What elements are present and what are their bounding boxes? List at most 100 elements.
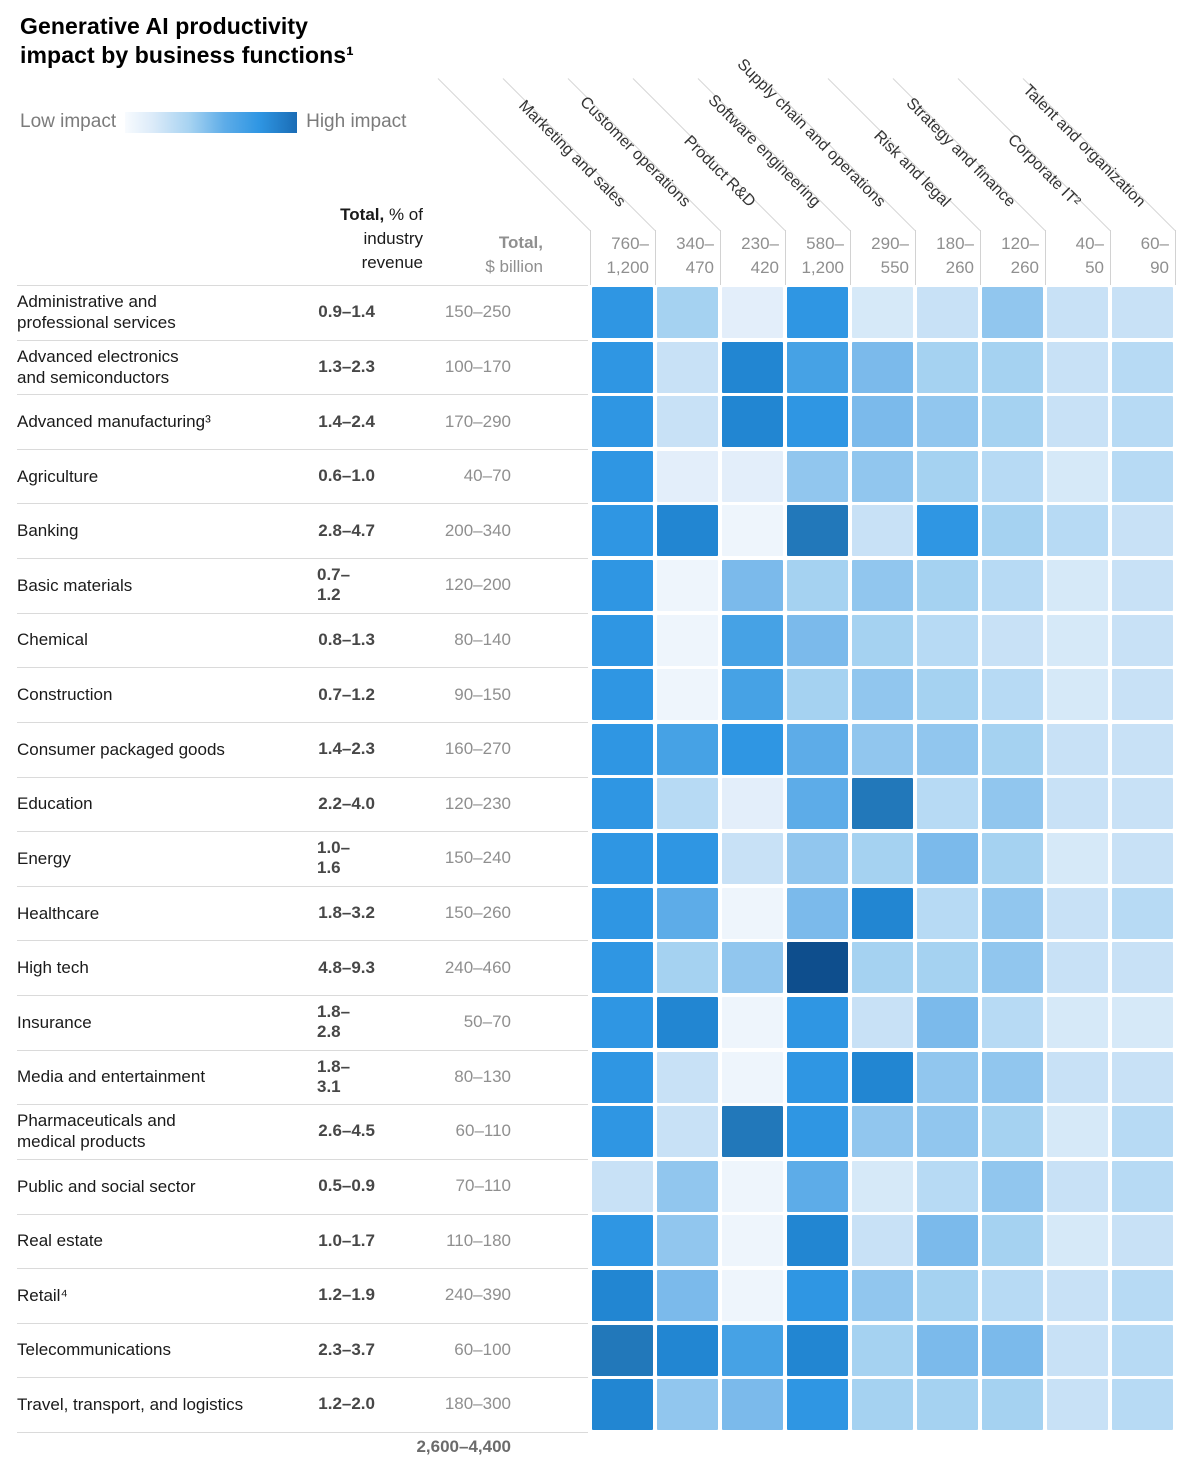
heatmap-cell [852,396,913,448]
title-line1: Generative AI productivity [20,13,309,39]
heatmap-cell [657,1160,718,1212]
row-pct-of-revenue: 1.2–1.9 [318,1285,375,1305]
heatmap-cell [1047,833,1108,885]
heatmap-cell [852,887,913,939]
column-total-line2: 1,200 [801,258,844,277]
column-total: 60– 90 [1112,232,1169,280]
heatmap-cell [982,396,1043,448]
row-pct-of-revenue: 1.8– 2.8 [317,1002,351,1042]
heatmap-cell [722,1269,783,1321]
heatmap-cell [1112,1379,1173,1431]
heatmap-cell [787,1269,848,1321]
heatmap-cell [1047,341,1108,393]
heatmap-cell [657,833,718,885]
row-separator [17,940,588,942]
heatmap-cell [657,341,718,393]
pct-header-bold: Total, [340,205,385,224]
row-spacer [515,1159,588,1214]
row-usd-billion: 40–70 [463,466,511,486]
heatmap-cell [592,996,653,1048]
row-separator [17,995,588,997]
row-separator [17,1049,588,1051]
heatmap-cell [982,450,1043,502]
heatmap-cell [852,1324,913,1376]
heatmap-cell [1112,942,1173,994]
row-label: Advanced manufacturing³ [17,412,211,432]
column-total-line2: 260 [945,258,974,277]
heatmap-cell [1047,778,1108,830]
row-label: Telecommunications [17,1340,172,1360]
heatmap-cell [722,887,783,939]
heatmap-cell [1112,778,1173,830]
column-rule-vertical [655,230,656,285]
heatmap-cell [917,669,978,721]
heatmap-cell [1112,341,1173,393]
row-usd-billion: 150–240 [444,848,511,868]
row-pct-of-revenue: 0.6–1.0 [318,466,375,486]
column-total-line1: 120– [1001,234,1039,253]
heatmap-cell [722,450,783,502]
row-spacer [515,613,588,668]
heatmap-cell [1047,287,1108,338]
row-usd-billion: 240–390 [444,1285,511,1305]
row-separator [17,285,588,286]
usd-billion-column-header: Total, $ billion [343,231,543,279]
heatmap-cell [722,1106,783,1158]
heatmap-cell [787,341,848,393]
column-total-line2: 90 [1150,258,1169,277]
column-total: 290– 550 [852,232,909,280]
heatmap-cell [982,287,1043,338]
heatmap-cell [982,942,1043,994]
heatmap-cell [852,1215,913,1267]
row-spacer [515,503,588,558]
heatmap-cell [1112,1269,1173,1321]
row-spacer [515,776,588,831]
heatmap-cell [917,1106,978,1158]
grand-total: 2,600–4,400 [416,1437,511,1456]
column-rule-vertical [980,230,981,285]
heatmap-cell [592,560,653,612]
heatmap-cell [657,778,718,830]
heatmap-cell [982,1379,1043,1431]
row-spacer [515,394,588,449]
row-separator [17,1213,588,1215]
pct-header-rest: % of [384,205,423,224]
row-usd-billion: 50–70 [463,1012,511,1032]
heatmap-cell [917,341,978,393]
heatmap-cell [917,1324,978,1376]
heatmap-cell [657,450,718,502]
row-pct-of-revenue: 2.3–3.7 [318,1339,375,1359]
heatmap-cell [657,560,718,612]
heatmap-cell [917,942,978,994]
heatmap-cell [1047,505,1108,557]
legend-high-label: High impact [306,111,407,132]
heatmap-cell [787,396,848,448]
column-total-line1: 230– [741,234,779,253]
column-total-line1: 60– [1140,234,1169,253]
row-separator [17,558,588,560]
column-total-line2: 1,200 [606,258,649,277]
heatmap-cell [722,669,783,721]
column-total: 760– 1,200 [592,232,649,280]
pct-header-line2: industry [363,229,423,248]
heatmap-cell [982,833,1043,885]
legend-gradient-bar [125,111,298,133]
heatmap-cell [787,669,848,721]
column-rule-vertical [590,230,591,285]
row-spacer [515,1050,588,1105]
column-total: 120– 260 [982,232,1039,280]
row-separator [17,885,588,887]
row-label: High tech [17,958,89,978]
heatmap-cell [1047,1106,1108,1158]
heatmap-cell [982,996,1043,1048]
heatmap-cell [722,560,783,612]
page-title: Generative AI productivity impact by busi… [20,12,354,70]
row-label: Travel, transport, and logistics [17,1394,244,1414]
heatmap-cell [592,505,653,557]
heatmap-cell [1112,833,1173,885]
heatmap-cell [982,1324,1043,1376]
row-separator [17,503,588,505]
row-separator [17,667,588,669]
heatmap-cell [1047,1051,1108,1103]
column-total-line1: 760– [611,234,649,253]
